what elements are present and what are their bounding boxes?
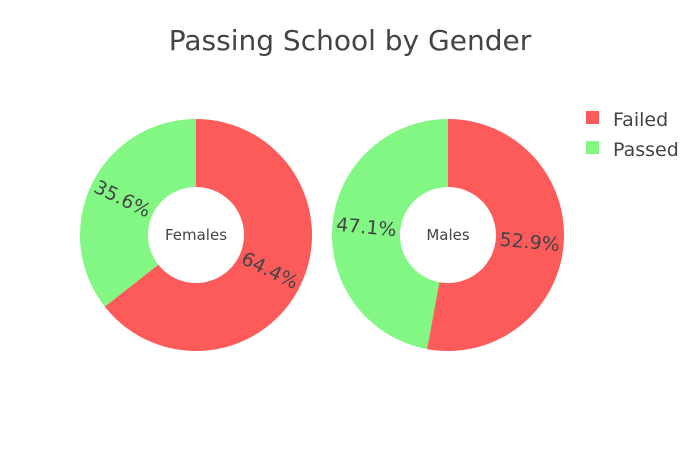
slice-males-passed[interactable] [331, 119, 448, 350]
legend-label-passed: Passed [613, 139, 679, 161]
slice-males-failed[interactable] [426, 119, 565, 351]
chart-title: Passing School by Gender [169, 24, 532, 57]
legend-item-passed[interactable]: Passed [586, 139, 679, 161]
donut-charts: 64.4%35.6%Females 52.9% 47.1% Males [79, 118, 565, 351]
slice-females-passed[interactable] [79, 118, 196, 307]
center-label-females: Females [165, 226, 227, 244]
legend-swatch-failed [586, 111, 599, 124]
donut-females: 64.4%35.6%Females [79, 118, 312, 351]
donut-males: 52.9% 47.1% Males [331, 119, 565, 351]
legend[interactable]: Failed Passed [586, 109, 679, 161]
slice-females-failed[interactable] [104, 119, 312, 351]
center-label-males: Males [426, 226, 470, 244]
legend-item-failed[interactable]: Failed [586, 109, 668, 131]
legend-label-failed: Failed [613, 109, 668, 131]
legend-swatch-passed [586, 141, 599, 154]
slice-label-males-failed: 52.9% [499, 229, 561, 256]
slice-label-males-passed: 47.1% [335, 214, 397, 241]
